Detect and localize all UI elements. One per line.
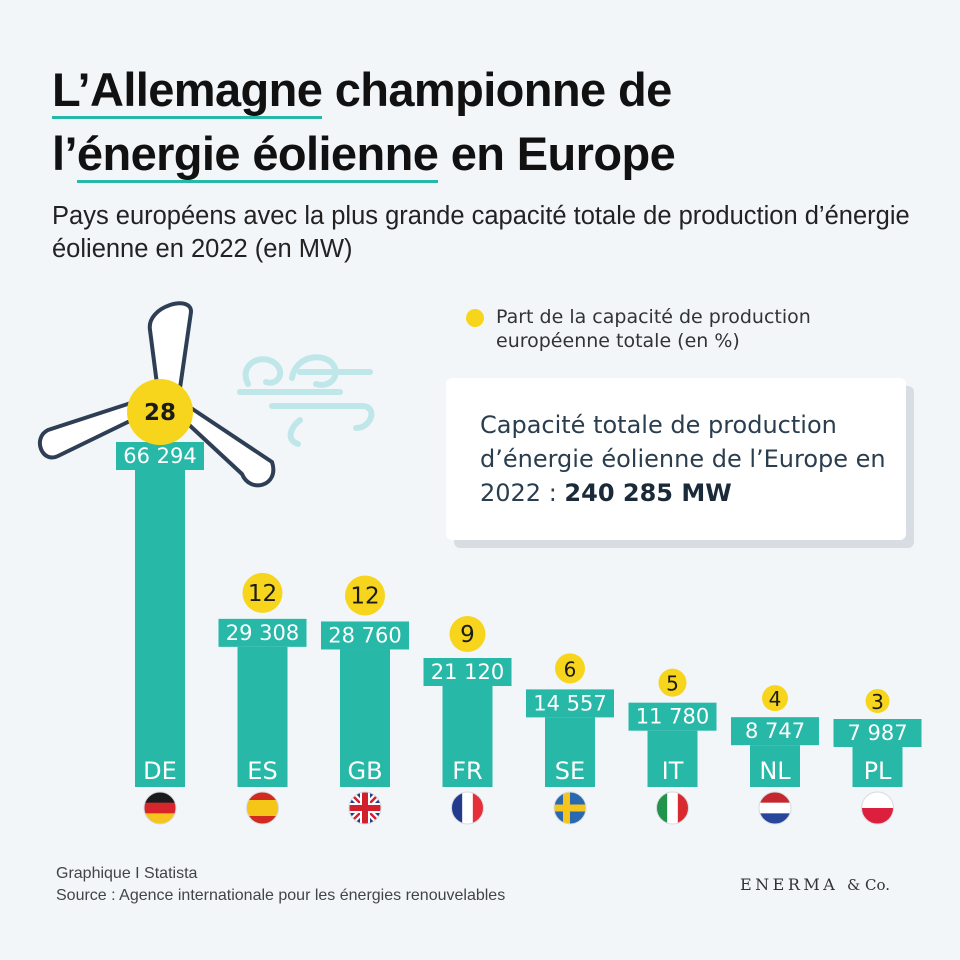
footer-source: Source : Agence internationale pour les … xyxy=(56,887,506,904)
value-label-bg-fr xyxy=(423,658,512,687)
share-bubble-es xyxy=(242,572,283,613)
bar-gb xyxy=(340,649,390,787)
title-rest-2: en Europe xyxy=(438,127,676,180)
share-value-gb: 12 xyxy=(350,583,379,609)
share-bubble-nl xyxy=(762,685,788,712)
total-capacity-text: Capacité totale de production d’énergie … xyxy=(480,408,900,510)
total-capacity-box: Capacité totale de production d’énergie … xyxy=(446,378,906,540)
footer: Graphique I Statista Source : Agence int… xyxy=(56,863,505,907)
footer-credit: Graphique I Statista xyxy=(56,865,198,882)
value-label-gb: 28 760 xyxy=(328,623,401,647)
value-label-it: 11 780 xyxy=(636,705,709,729)
share-bubble-de xyxy=(127,379,193,445)
share-value-fr: 9 xyxy=(460,622,475,648)
category-label-it: IT xyxy=(662,757,684,785)
value-label-bg-pl xyxy=(833,719,922,747)
share-bubble-gb xyxy=(345,575,385,616)
value-label-nl: 8 747 xyxy=(745,719,805,743)
category-label-pl: PL xyxy=(864,757,892,785)
title-highlight-2: énergie éolienne xyxy=(76,127,439,183)
brand-suffix: & Co. xyxy=(846,876,891,894)
bar-pl xyxy=(852,747,903,787)
bar-es xyxy=(237,646,288,787)
chart-title: L’Allemagne championne de l’énergie éoli… xyxy=(52,58,932,186)
bar-fr xyxy=(442,686,493,787)
brand-logo: ENERMA & Co. xyxy=(740,875,890,894)
flag-fr-icon xyxy=(451,791,484,825)
bar-se xyxy=(545,717,595,787)
share-bubble-se xyxy=(555,653,585,684)
value-label-bg-gb xyxy=(321,621,409,650)
share-value-pl: 3 xyxy=(871,690,884,714)
value-label-se: 14 557 xyxy=(533,691,606,715)
title-highlight-1: L’Allemagne xyxy=(52,63,323,119)
legend-dot-icon xyxy=(466,309,484,327)
title-pre-2: l’ xyxy=(52,127,78,180)
value-label-bg-nl xyxy=(731,717,819,746)
value-label-fr: 21 120 xyxy=(431,660,504,684)
flag-it-icon xyxy=(656,791,689,825)
value-label-bg-es xyxy=(218,618,307,647)
category-label-de: DE xyxy=(143,757,177,785)
bar-de xyxy=(135,470,185,787)
value-label-bg-se xyxy=(526,689,614,718)
share-value-it: 5 xyxy=(666,672,679,696)
legend-label: Part de la capacité de production europé… xyxy=(496,306,811,352)
share-bubble-pl xyxy=(865,689,890,713)
title-line-2: l’énergie éolienne en Europe xyxy=(52,122,932,186)
share-bubble-it xyxy=(658,668,687,697)
wind-gust-icon xyxy=(237,354,375,447)
value-label-pl: 7 987 xyxy=(847,721,907,745)
share-value-nl: 4 xyxy=(769,687,782,711)
value-label-bg-it xyxy=(628,702,717,731)
chart-subtitle: Pays européens avec la plus grande capac… xyxy=(52,202,910,263)
value-label-es: 29 308 xyxy=(226,621,299,645)
share-value-de: 28 xyxy=(144,400,176,426)
title-rest-1: championne de xyxy=(322,63,673,116)
flag-pl-icon xyxy=(861,791,894,825)
value-label-de: 66 294 xyxy=(123,444,196,468)
total-capacity-label: Capacité totale de production d’énergie … xyxy=(480,411,886,507)
share-value-se: 6 xyxy=(564,657,577,681)
flag-nl-icon xyxy=(758,791,792,825)
share-bubble-fr xyxy=(449,616,486,653)
category-label-se: SE xyxy=(555,757,585,785)
value-label-bg-de xyxy=(116,442,204,470)
category-label-es: ES xyxy=(247,757,277,785)
category-label-gb: GB xyxy=(347,757,382,785)
flag-gb-icon xyxy=(348,791,382,825)
bar-nl xyxy=(750,745,800,787)
category-label-fr: FR xyxy=(452,757,482,785)
flag-de-icon xyxy=(143,791,177,825)
total-capacity-value: 240 285 MW xyxy=(564,479,732,507)
title-line-1: L’Allemagne championne de xyxy=(52,58,932,122)
category-label-nl: NL xyxy=(759,757,791,785)
flag-es-icon xyxy=(246,791,279,825)
turbine-blades-icon xyxy=(37,301,276,488)
brand-name: ENERMA xyxy=(740,875,839,894)
flag-se-icon xyxy=(553,791,587,825)
share-value-es: 12 xyxy=(248,581,277,607)
bar-it xyxy=(647,730,698,787)
